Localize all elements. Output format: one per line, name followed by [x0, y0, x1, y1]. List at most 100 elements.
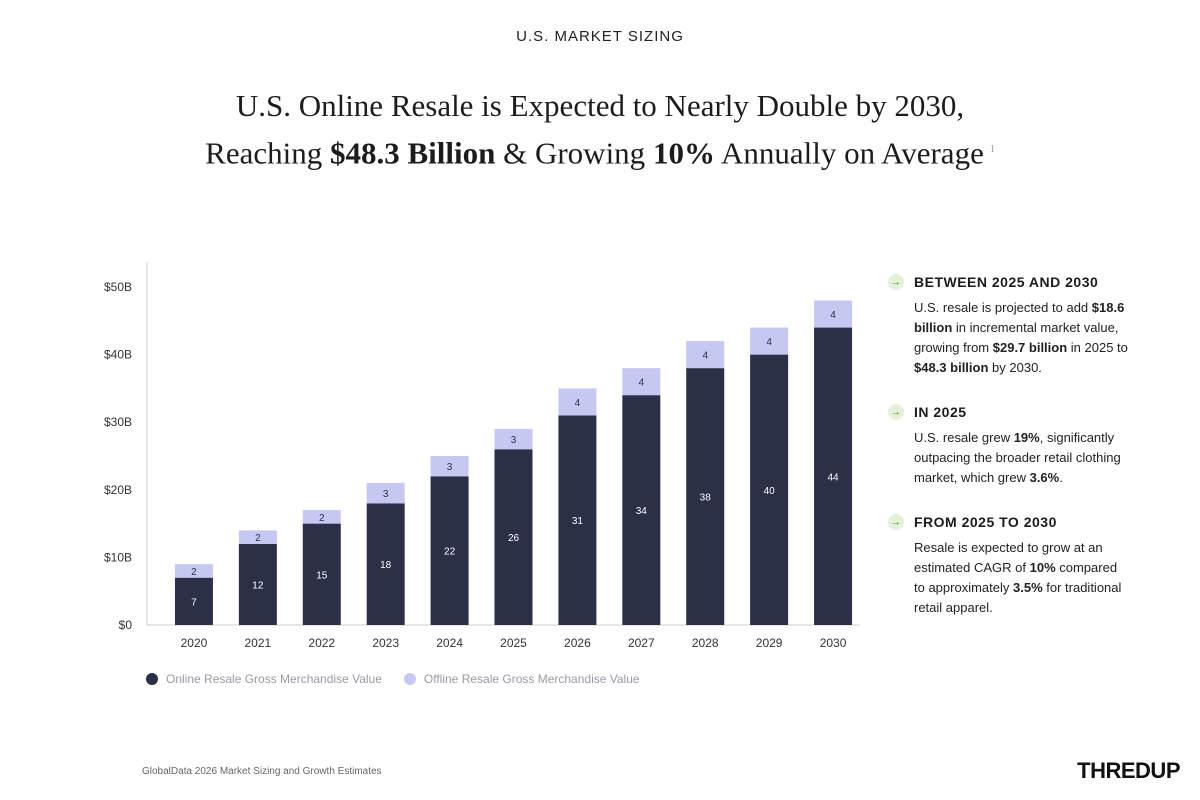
bar-offline-2027: [622, 368, 661, 396]
data-label-online: 22: [444, 547, 456, 558]
x-tick-label: 2022: [308, 636, 335, 650]
data-label-offline: 2: [319, 513, 325, 524]
data-label-offline: 2: [255, 533, 261, 544]
bar-online-2030: [814, 327, 853, 625]
brand-logo: THREDUP: [1077, 758, 1180, 783]
headline-text: Reaching: [205, 135, 330, 171]
y-tick-label: $20B: [104, 483, 132, 497]
headline-highlight-value: $48.3 Billion: [329, 135, 496, 171]
data-label-online: 7: [191, 597, 197, 608]
headline-text: Annually on Average: [714, 135, 984, 171]
bar-online-2027: [622, 395, 661, 625]
data-label-offline: 4: [639, 378, 645, 389]
insight-block: → FROM 2025 TO 2030 Resale is expected to …: [888, 514, 1128, 618]
data-label-offline: 3: [511, 435, 517, 446]
headline-line-1: U.S. Online Resale is Expected to Nearly…: [235, 88, 965, 123]
chart-legend: Online Resale Gross Merchandise Value Of…: [146, 672, 640, 686]
insight-highlight: $18.6 billion: [914, 300, 1125, 335]
arrow-right-icon: →: [888, 514, 904, 530]
y-tick-label: $50B: [104, 280, 132, 294]
insight-body: U.S. resale grew 19%, significantly outp…: [914, 428, 1128, 488]
insight-heading: → IN 2025: [888, 404, 1128, 420]
bar-offline-2022: [302, 510, 341, 524]
data-label-offline: 3: [447, 462, 453, 473]
insight-text: in 2025 to: [1067, 340, 1128, 355]
insight-highlight: $29.7 billion: [992, 340, 1068, 355]
stacked-bar-chart: $0 $10B $20B $30B $40B $50B 7 2 2020 12 2 2021 15 2 20…: [104, 262, 860, 650]
bar-online-2023: [366, 503, 405, 625]
bar-offline-2023: [366, 483, 405, 504]
insight-block: → BETWEEN 2025 AND 2030 U.S. resale is pro…: [888, 274, 1128, 378]
bar-online-2026: [558, 415, 597, 625]
data-label-online: 18: [380, 560, 392, 571]
legend-swatch-online: [146, 673, 158, 685]
x-tick-label: 2024: [436, 636, 463, 650]
insights-panel: → BETWEEN 2025 AND 2030 U.S. resale is pro…: [888, 274, 1128, 644]
insight-text: by 2030.: [988, 360, 1042, 375]
data-label-offline: 4: [702, 351, 708, 362]
insight-body: U.S. resale is projected to add $18.6 bi…: [914, 298, 1128, 378]
insight-highlight: 10%: [1029, 560, 1056, 575]
data-label-offline: 3: [383, 489, 389, 500]
insight-heading-text: BETWEEN 2025 AND 2030: [914, 274, 1099, 290]
headline-line-2: Reaching $48.3 Billion & Growing 10% Ann…: [0, 128, 1200, 175]
legend-item-online: Online Resale Gross Merchandise Value: [146, 672, 382, 686]
headline: U.S. Online Resale is Expected to Nearly…: [0, 84, 1200, 175]
y-tick-label: $40B: [104, 348, 132, 362]
data-label-online: 38: [700, 493, 712, 504]
bar-online-2028: [686, 368, 725, 625]
legend-label-online: Online Resale Gross Merchandise Value: [166, 672, 382, 686]
insight-text: U.S. resale is projected to add: [914, 300, 1092, 315]
x-tick-label: 2030: [820, 636, 847, 650]
bar-offline-2021: [238, 530, 277, 544]
headline-text: & Growing: [495, 135, 653, 171]
insight-text: for traditional retail apparel.: [914, 580, 1122, 615]
headline-highlight-rate: 10%: [652, 135, 715, 171]
x-tick-label: 2020: [181, 636, 208, 650]
footnote-marker: 1: [989, 144, 995, 155]
bar-online-2021: [238, 543, 277, 625]
data-label-online: 34: [636, 506, 648, 517]
source-note: GlobalData 2026 Market Sizing and Growth…: [142, 766, 382, 777]
insight-text: in incremental market value, growing fro…: [914, 320, 1119, 355]
y-tick-label: $0: [119, 618, 133, 632]
insight-text: U.S. resale grew: [914, 430, 1014, 445]
bar-offline-2025: [494, 428, 533, 450]
insight-text: compared to approximately: [914, 560, 1118, 595]
arrow-right-icon: →: [888, 404, 904, 420]
insight-highlight: 19%: [1013, 430, 1040, 445]
data-label-offline: 4: [766, 337, 772, 348]
x-tick-label: 2025: [500, 636, 527, 650]
bar-offline-2029: [750, 327, 789, 355]
insight-block: → IN 2025 U.S. resale grew 19%, significan…: [888, 404, 1128, 488]
legend-item-offline: Offline Resale Gross Merchandise Value: [403, 672, 640, 686]
insight-text: .: [1059, 470, 1063, 485]
arrow-right-icon: →: [888, 274, 904, 290]
legend-swatch-offline: [403, 673, 416, 685]
x-tick-label: 2023: [372, 636, 399, 650]
bar-online-2022: [302, 523, 341, 625]
legend-label-offline: Offline Resale Gross Merchandise Value: [423, 672, 640, 686]
data-label-online: 44: [827, 472, 839, 483]
insight-highlight: 3.5%: [1013, 580, 1043, 595]
insight-heading-text: FROM 2025 TO 2030: [914, 514, 1057, 530]
bar-online-2029: [750, 354, 789, 625]
bar-offline-2026: [558, 388, 597, 416]
data-label-online: 40: [764, 486, 776, 497]
insight-highlight: 3.6%: [1029, 470, 1060, 485]
bar-online-2024: [430, 476, 469, 625]
insight-text: , significantly outpacing the broader re…: [914, 430, 1121, 485]
x-tick-label: 2028: [692, 636, 719, 650]
insight-heading-text: IN 2025: [914, 404, 967, 420]
y-tick-label: $30B: [104, 415, 132, 429]
data-label-offline: 4: [830, 310, 836, 321]
data-label-online: 12: [252, 580, 264, 591]
insight-heading: → FROM 2025 TO 2030: [888, 514, 1128, 530]
bar-offline-2030: [814, 300, 853, 328]
data-label-offline: 2: [191, 567, 197, 578]
x-tick-label: 2029: [756, 636, 783, 650]
insight-body: Resale is expected to grow at an estimat…: [914, 538, 1128, 618]
insight-heading: → BETWEEN 2025 AND 2030: [888, 274, 1128, 290]
bar-offline-2020: [174, 564, 213, 578]
data-label-offline: 4: [575, 398, 581, 409]
